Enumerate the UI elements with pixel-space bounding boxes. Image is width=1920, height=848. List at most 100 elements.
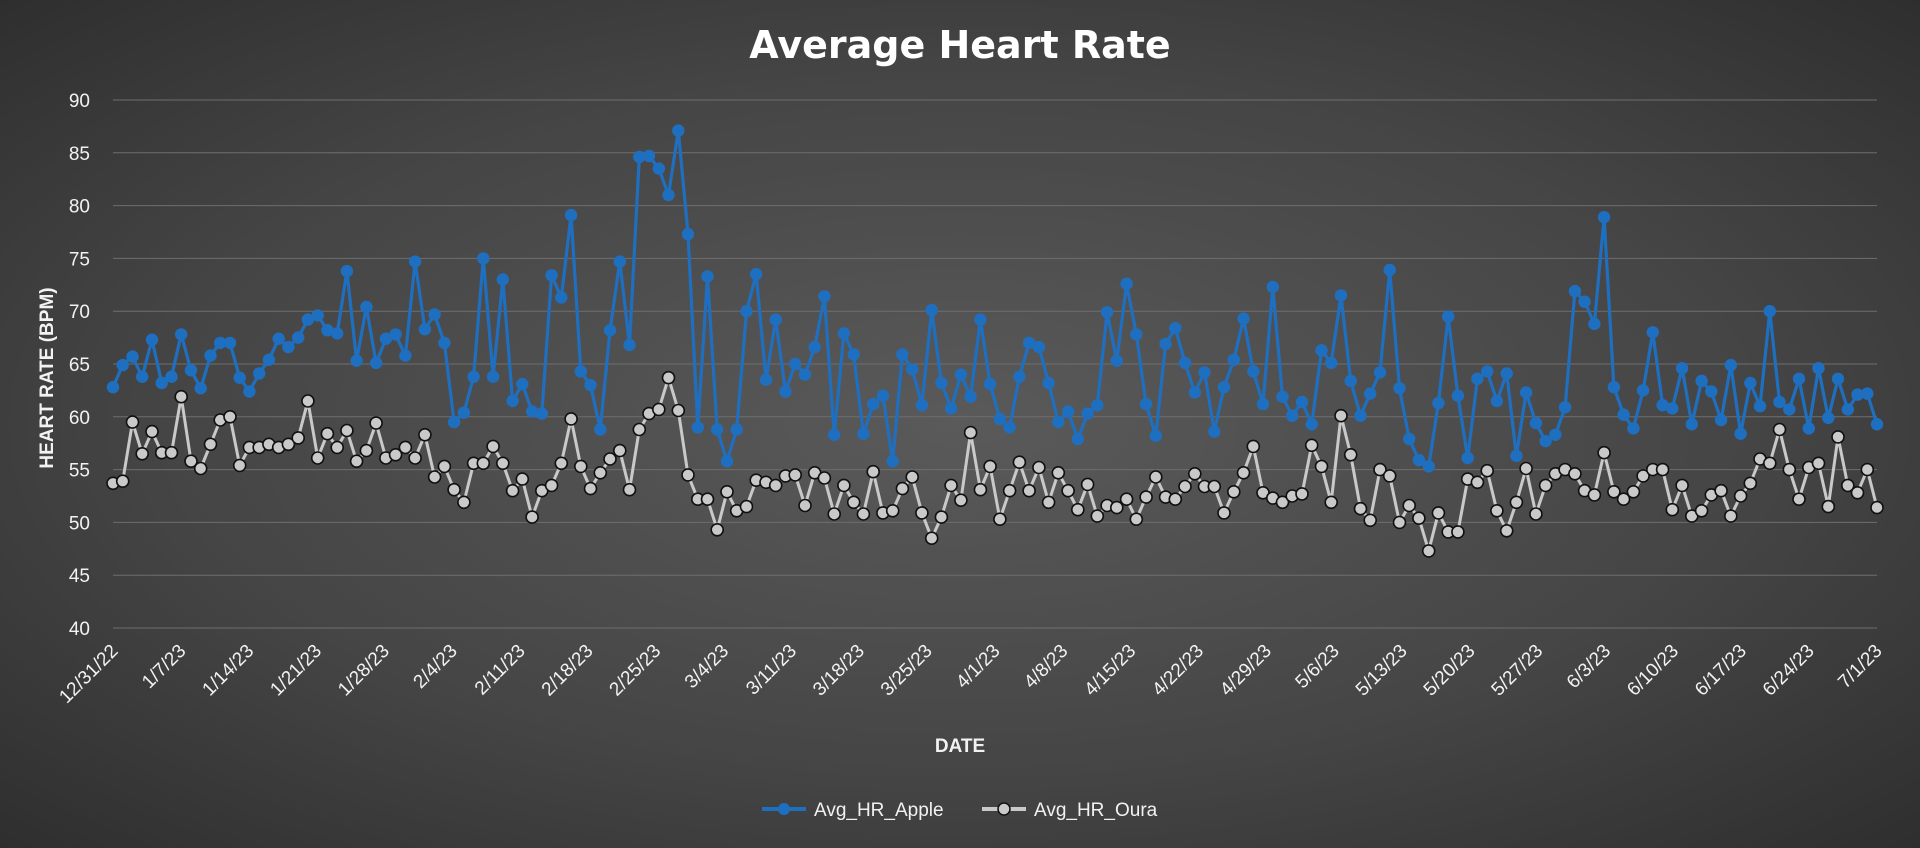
data-point-apple (1042, 376, 1055, 390)
data-point-apple (165, 370, 178, 383)
data-point-oura (1499, 523, 1514, 538)
data-point-oura (1792, 492, 1806, 507)
data-point-apple (525, 405, 539, 418)
data-point-oura (418, 427, 432, 442)
legend-item-oura: Avg_HR_Oura (982, 800, 1158, 821)
data-point-oura (388, 447, 403, 462)
data-point-apple (447, 415, 461, 429)
data-point-oura (1870, 500, 1884, 515)
data-point-oura (359, 443, 374, 458)
data-point-apple (262, 353, 276, 366)
data-point-apple (798, 368, 812, 381)
data-point-oura (525, 510, 539, 524)
data-point-apple (1588, 317, 1601, 331)
data-point-apple (408, 255, 422, 268)
data-point-oura (1831, 430, 1845, 444)
data-point-oura (1714, 483, 1728, 498)
data-point-oura (1616, 492, 1631, 507)
data-point-oura (768, 478, 783, 493)
data-point-oura (661, 370, 676, 385)
y-tick-label: 50 (69, 513, 90, 534)
data-point-apple (1442, 310, 1455, 323)
data-point-oura (973, 482, 988, 497)
data-point-oura (573, 459, 588, 474)
data-point-apple (1607, 381, 1621, 394)
data-point-oura (1324, 495, 1338, 510)
data-point-oura (174, 389, 188, 404)
data-point-oura (1304, 438, 1319, 453)
data-point-oura (846, 495, 861, 510)
data-point-oura (408, 451, 422, 465)
data-point-apple (1568, 284, 1582, 298)
data-point-oura (681, 468, 695, 482)
data-point-oura (1275, 495, 1290, 510)
data-point-oura (934, 510, 949, 524)
data-point-apple (1490, 394, 1504, 408)
legend-label-oura: Avg_HR_Oura (1034, 800, 1158, 821)
data-point-apple (1646, 326, 1660, 339)
data-point-oura (622, 482, 637, 497)
data-point-oura (1519, 461, 1533, 476)
data-point-apple (1753, 400, 1767, 413)
data-point-oura (544, 478, 559, 493)
data-point-apple (1861, 387, 1874, 400)
y-tick-label: 75 (69, 249, 90, 270)
data-point-apple (1208, 425, 1221, 438)
data-point-apple (243, 385, 256, 398)
data-point-oura (1675, 478, 1689, 493)
data-point-oura (457, 495, 471, 510)
data-point-apple (837, 327, 851, 340)
data-point-apple (1685, 418, 1699, 431)
data-point-oura (310, 451, 325, 465)
data-point-oura (827, 507, 842, 521)
data-point-apple (116, 358, 129, 372)
data-point-apple (1032, 340, 1046, 354)
chart-title: Average Heart Rate (749, 23, 1170, 67)
data-point-apple (1851, 388, 1864, 401)
data-point-oura (427, 470, 442, 484)
data-point-apple (828, 428, 841, 441)
data-point-apple (1412, 453, 1426, 467)
data-point-oura (905, 470, 920, 484)
data-point-apple (1870, 418, 1884, 431)
data-point-apple (457, 406, 471, 419)
data-point-apple (974, 313, 987, 326)
data-point-oura (1168, 492, 1183, 507)
data-point-apple (1315, 344, 1328, 357)
data-point-oura (1665, 502, 1680, 517)
data-point-apple (1471, 372, 1484, 385)
data-point-oura (1343, 447, 1358, 462)
data-point-apple (204, 349, 217, 362)
data-point-oura (700, 492, 715, 507)
data-point-apple (223, 336, 237, 350)
data-point-apple (594, 423, 607, 436)
data-point-apple (1519, 386, 1533, 399)
data-point-oura (515, 472, 530, 486)
data-point-apple (1286, 409, 1299, 422)
legend-marker-apple (778, 803, 790, 815)
data-point-oura (1314, 459, 1329, 474)
data-point-apple (253, 367, 266, 380)
data-point-oura (993, 512, 1007, 527)
data-point-oura (817, 471, 832, 485)
data-point-oura (1139, 490, 1153, 504)
data-point-oura (476, 456, 491, 471)
data-point-oura (1480, 463, 1494, 478)
data-point-apple (789, 357, 802, 371)
y-axis-title: HEART RATE (BPM) (37, 287, 58, 468)
data-point-oura (1743, 476, 1758, 491)
data-point-oura (1022, 483, 1036, 498)
data-point-oura (720, 484, 734, 499)
data-point-oura (1529, 507, 1543, 521)
data-point-oura (301, 394, 315, 408)
data-point-apple (1734, 427, 1747, 440)
data-point-oura (739, 499, 754, 514)
y-tick-label: 80 (69, 197, 90, 218)
data-point-apple (1344, 374, 1357, 388)
data-point-oura (340, 423, 354, 438)
data-point-apple (1744, 376, 1757, 390)
data-point-oura (1772, 422, 1787, 437)
data-point-apple (1013, 370, 1026, 383)
data-point-apple (1052, 415, 1065, 429)
data-point-apple (740, 305, 753, 318)
